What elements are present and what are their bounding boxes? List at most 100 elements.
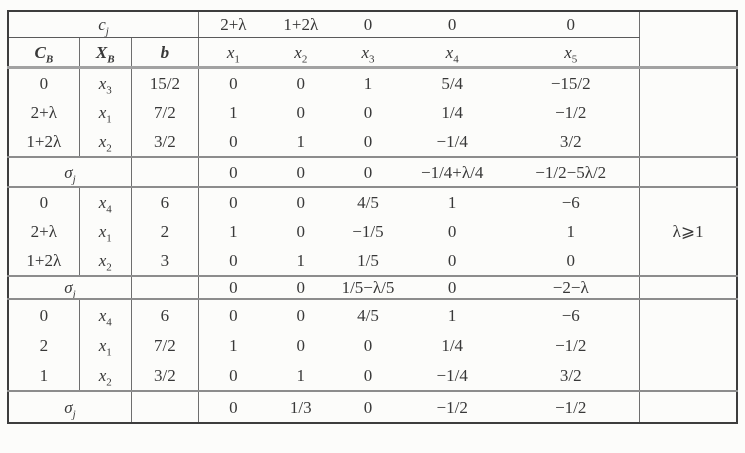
rhs-cell: 7/2 xyxy=(131,98,200,127)
basis-variable-cell: x1 xyxy=(79,330,132,360)
coefficient-cell: 3/2 xyxy=(502,360,641,392)
var-sub: 1 xyxy=(106,113,112,126)
coefficient-cell: 0 xyxy=(333,127,403,158)
coefficient-cell: 1/4 xyxy=(441,335,464,355)
coefficient-cell: 1 xyxy=(447,193,457,212)
sigma-value-cell: 0 xyxy=(198,157,268,188)
var-sub: 4 xyxy=(106,315,112,328)
coefficient-cell: 0 xyxy=(333,360,403,392)
variable-header-cell: x2 xyxy=(267,37,334,69)
var-base: x xyxy=(226,42,235,62)
basis-cost-cell: 1 xyxy=(8,360,80,392)
coefficient-cell: 1 xyxy=(229,222,238,241)
note-cell xyxy=(639,67,737,158)
variable-header-cell: x4 xyxy=(402,37,503,69)
coefficient-cell: 1 xyxy=(267,360,334,392)
sigma-empty-b-cell xyxy=(131,391,200,423)
sigma-row: σj 0 1/3 0 −1/2 −1/2 xyxy=(8,391,737,423)
rhs-cell: 3 xyxy=(131,246,200,277)
note-cell xyxy=(639,157,737,188)
tableau-row: 0 x4 6 0 0 4/5 1 −6 xyxy=(8,299,737,392)
coefficient-cell: −1/4 xyxy=(402,360,503,392)
coefficient-cell: 0 xyxy=(198,360,268,392)
coefficient-cell: 1 xyxy=(267,127,334,158)
coefficient-cell: 0 xyxy=(296,305,306,325)
sigma-row: σj 0 0 1/5−λ/5 0 −2−λ xyxy=(8,276,737,300)
b-label: b xyxy=(160,42,170,62)
tableau-row: 2+λ x1 7/2 1 0 0 1/4 −1/2 xyxy=(8,98,737,127)
cost-coefficient-cell: 2+λ xyxy=(198,11,268,38)
tableau-row: 2 x1 7/2 1 0 0 1/4 −1/2 xyxy=(8,330,737,360)
coefficient-cell: 0 xyxy=(198,246,268,277)
sigma-value-cell: 0 xyxy=(363,397,373,417)
var-base: x xyxy=(564,42,572,62)
var-sub: 2 xyxy=(106,142,112,155)
coefficient-cell: 0 xyxy=(447,222,457,241)
tableau-row: 0 x3 15/2 0 0 1 5/4 −15/2 xyxy=(8,67,737,158)
sigma-value-cell: −1/2 xyxy=(436,397,468,417)
var-sub: 5 xyxy=(571,52,578,65)
rhs-cell: 6 xyxy=(131,187,200,217)
basis-variable-cell: x1 xyxy=(79,217,132,246)
var-base: x xyxy=(98,193,107,212)
sigma-base: σ xyxy=(64,397,73,417)
coefficient-cell: −1/4 xyxy=(402,127,503,158)
cj-label-cell: cj xyxy=(8,11,200,38)
basis-cost-cell: 0 xyxy=(8,67,80,98)
sigma-base: σ xyxy=(64,162,73,182)
cj-base: c xyxy=(98,15,106,34)
sigma-row: σj 0 0 0 −1/4+λ/4 −1/2−5λ/2 xyxy=(8,157,737,188)
coefficient-cell: −6 xyxy=(502,299,641,330)
note-cell xyxy=(639,299,737,392)
basis-cost-cell: 2+λ xyxy=(8,98,80,127)
coefficient-cell: 0 xyxy=(229,193,238,212)
cb-base: C xyxy=(34,42,46,62)
var-sub: 3 xyxy=(368,52,375,65)
coefficient-cell: 0 xyxy=(502,246,641,277)
coefficient-cell: 1 xyxy=(267,246,334,277)
tableau-row: 1+2λ x2 3 0 1 1/5 0 0 xyxy=(8,246,737,277)
column-header-row: CB XB b x1 x2 x3 x4 x5 xyxy=(8,37,737,69)
basis-cost-cell: 0 xyxy=(8,299,80,330)
tableau-row: 1 x2 3/2 0 1 0 −1/4 3/2 xyxy=(8,360,737,392)
sigma-value-cell: 0 xyxy=(267,276,334,300)
tableau-row: 0 x4 6 0 0 4/5 1 −6 λ⩾1 xyxy=(8,187,737,277)
variable-header-cell: x3 xyxy=(333,37,403,69)
var-sub: 4 xyxy=(106,203,112,216)
coefficient-cell: 0 xyxy=(296,74,306,93)
cj-sub: j xyxy=(105,25,109,38)
basis-variable-cell: x2 xyxy=(79,127,132,158)
coefficient-cell: 5/4 xyxy=(441,74,464,93)
basis-cost-cell: 2 xyxy=(8,330,80,360)
sigma-sub: j xyxy=(72,172,76,185)
coefficient-cell: 0 xyxy=(229,305,238,325)
basis-variable-cell: x2 xyxy=(79,246,132,277)
tableau-row: 2+λ x1 2 1 0 −1/5 0 1 xyxy=(8,217,737,246)
coefficient-cell: 0 xyxy=(296,103,306,122)
coefficient-cell: 0 xyxy=(198,127,268,158)
cb-sub: B xyxy=(45,52,54,65)
cb-header-cell: CB xyxy=(8,37,80,69)
var-base: x xyxy=(294,42,302,62)
coefficient-cell: 0 xyxy=(296,222,306,241)
cost-coefficient-cell: 1+2λ xyxy=(267,11,334,38)
sigma-value-cell: 0 xyxy=(402,276,503,300)
basis-variable-cell: x1 xyxy=(79,98,132,127)
coefficient-cell: 1 xyxy=(502,217,641,246)
sigma-label-cell: σj xyxy=(8,157,132,188)
note-cell xyxy=(639,11,737,69)
coefficient-cell: −1/2 xyxy=(502,330,641,360)
sigma-empty-b-cell xyxy=(131,157,200,188)
sigma-value-cell: 0 xyxy=(229,397,238,417)
tableau-row: 1+2λ x2 3/2 0 1 0 −1/4 3/2 xyxy=(8,127,737,158)
sigma-empty-b-cell xyxy=(131,276,200,300)
var-sub: 1 xyxy=(234,52,240,65)
variable-header-cell: x1 xyxy=(198,37,268,69)
var-sub: 4 xyxy=(453,52,459,65)
var-base: x xyxy=(98,251,107,270)
sigma-value-cell: 0 xyxy=(267,157,334,188)
coefficient-cell: 0 xyxy=(363,335,373,355)
coefficient-cell: 0 xyxy=(296,335,306,355)
sigma-value-cell: 1/5−λ/5 xyxy=(333,276,403,300)
b-header-cell: b xyxy=(131,37,200,69)
